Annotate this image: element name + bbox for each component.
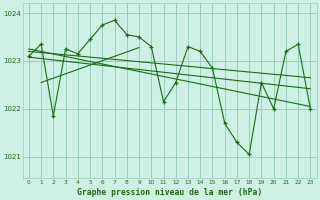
X-axis label: Graphe pression niveau de la mer (hPa): Graphe pression niveau de la mer (hPa) [77, 188, 262, 197]
